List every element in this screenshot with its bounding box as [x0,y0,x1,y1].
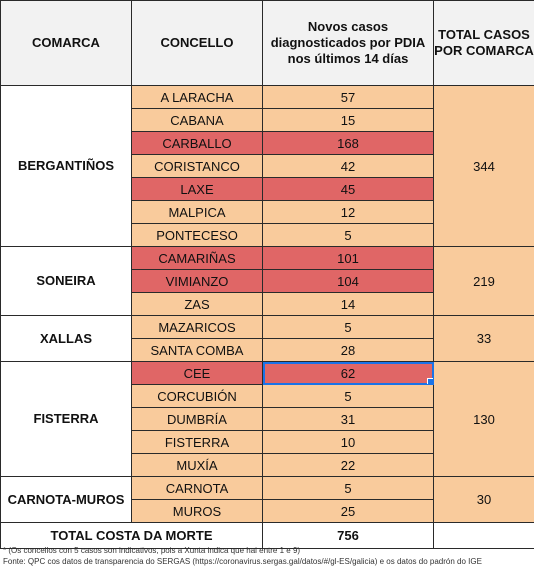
cases-cell-dumbria[interactable]: 31 [262,407,434,431]
cases-cell-a-laracha[interactable]: 57 [262,85,434,109]
cases-cell-mazaricos[interactable]: 5 [262,315,434,339]
header-total-comarca[interactable]: TOTAL CASOS POR COMARCA [433,0,534,86]
cases-cell-zas[interactable]: 14 [262,292,434,316]
table-row: VIMIANZO 104 [1,269,534,293]
concello-cell-santa-comba[interactable]: SANTA COMBA [131,338,263,362]
cases-cell-carnota[interactable]: 5 [262,476,434,500]
comarca-cell-xallas[interactable]: XALLAS [0,315,132,362]
concello-cell-carballo[interactable]: CARBALLO [131,131,263,155]
footnote-source: Fonte: QPC cos datos de transparencia do… [3,557,482,566]
footnotes: * (Os concellos con 5 casos son indicati… [3,545,533,567]
cases-cell-ponteceso[interactable]: 5 [262,223,434,247]
concello-cell-muxia[interactable]: MUXÍA [131,453,263,477]
concello-cell-vimianzo[interactable]: VIMIANZO [131,269,263,293]
concello-cell-camarinas[interactable]: CAMARIÑAS [131,246,263,270]
concello-cell-ponteceso[interactable]: PONTECESO [131,223,263,247]
comarca-cell-carnota-muros[interactable]: CARNOTA-MUROS [0,476,132,523]
header-row: COMARCA CONCELLO Novos casos diagnostica… [0,0,534,86]
cases-table: COMARCA CONCELLO Novos casos diagnostica… [0,0,534,549]
table-row: CARBALLO 168 [1,131,534,155]
cases-cell-carballo[interactable]: 168 [262,131,434,155]
concello-cell-carnota[interactable]: CARNOTA [131,476,263,500]
header-new-cases[interactable]: Novos casos diagnosticados por PDIA nos … [262,0,434,86]
cases-cell-vimianzo[interactable]: 104 [262,269,434,293]
header-comarca[interactable]: COMARCA [0,0,132,86]
cases-cell-cabana[interactable]: 15 [262,108,434,132]
comarca-cell-soneira[interactable]: SONEIRA [0,246,132,316]
cases-cell-malpica[interactable]: 12 [262,200,434,224]
concello-cell-mazaricos[interactable]: MAZARICOS [131,315,263,339]
cases-cell-camarinas[interactable]: 101 [262,246,434,270]
grand-total-row: TOTAL COSTA DA MORTE 756 [0,522,534,549]
concello-cell-cabana[interactable]: CABANA [131,108,263,132]
cases-cell-muxia[interactable]: 22 [262,453,434,477]
grand-total-label[interactable]: TOTAL COSTA DA MORTE [0,522,263,549]
table-row: SONEIRA CAMARIÑAS 101 219 [0,246,534,316]
cases-cell-corcubion[interactable]: 5 [262,384,434,408]
concello-cell-a-laracha[interactable]: A LARACHA [131,85,263,109]
table-row: ZAS 14 [1,292,534,316]
concello-cell-fisterra[interactable]: FISTERRA [131,430,263,454]
concello-cell-corcubion[interactable]: CORCUBIÓN [131,384,263,408]
total-cell-bergantinos[interactable]: 344 [433,85,534,247]
cases-cell-fisterra[interactable]: 10 [262,430,434,454]
table-row: FISTERRA 10 [1,430,534,454]
table-row: CORCUBIÓN 5 [1,384,534,408]
concello-cell-zas[interactable]: ZAS [131,292,263,316]
footnote-indicative: * (Os concellos con 5 casos son indicati… [3,546,301,555]
selection-fill-handle[interactable] [427,378,433,384]
concello-cell-malpica[interactable]: MALPICA [131,200,263,224]
table-row: LAXE 45 [1,177,534,201]
table-row: BERGANTIÑOS A LARACHA 57 344 [0,85,534,247]
concello-cell-laxe[interactable]: LAXE [131,177,263,201]
cases-cell-muros[interactable]: 25 [262,499,434,523]
table-row: FISTERRA CEE 62 130 [0,361,534,477]
comarca-cell-bergantinos[interactable]: BERGANTIÑOS [0,85,132,247]
cases-cell-laxe[interactable]: 45 [262,177,434,201]
cases-cell-santa-comba[interactable]: 28 [262,338,434,362]
cases-cell-cee[interactable]: 62 [262,361,434,385]
table-row: MUXÍA 22 [1,453,534,477]
table-row: DUMBRÍA 31 [1,407,534,431]
table-row: XALLAS MAZARICOS 5 33 [0,315,534,362]
table-row: MALPICA 12 [1,200,534,224]
table-row: CARNOTA-MUROS CARNOTA 5 30 [0,476,534,523]
total-cell-xallas[interactable]: 33 [433,315,534,362]
header-concello[interactable]: CONCELLO [131,0,263,86]
concello-cell-coristanco[interactable]: CORISTANCO [131,154,263,178]
total-cell-soneira[interactable]: 219 [433,246,534,316]
comarca-cell-fisterra[interactable]: FISTERRA [0,361,132,477]
total-cell-fisterra[interactable]: 130 [433,361,534,477]
cases-cell-coristanco[interactable]: 42 [262,154,434,178]
concello-cell-muros[interactable]: MUROS [131,499,263,523]
total-cell-carnota-muros[interactable]: 30 [433,476,534,523]
table-row: MUROS 25 [1,499,534,523]
table-row: PONTECESO 5 [1,223,534,247]
concello-cell-dumbria[interactable]: DUMBRÍA [131,407,263,431]
grand-total-empty[interactable] [433,522,534,549]
concello-cell-cee[interactable]: CEE [131,361,263,385]
